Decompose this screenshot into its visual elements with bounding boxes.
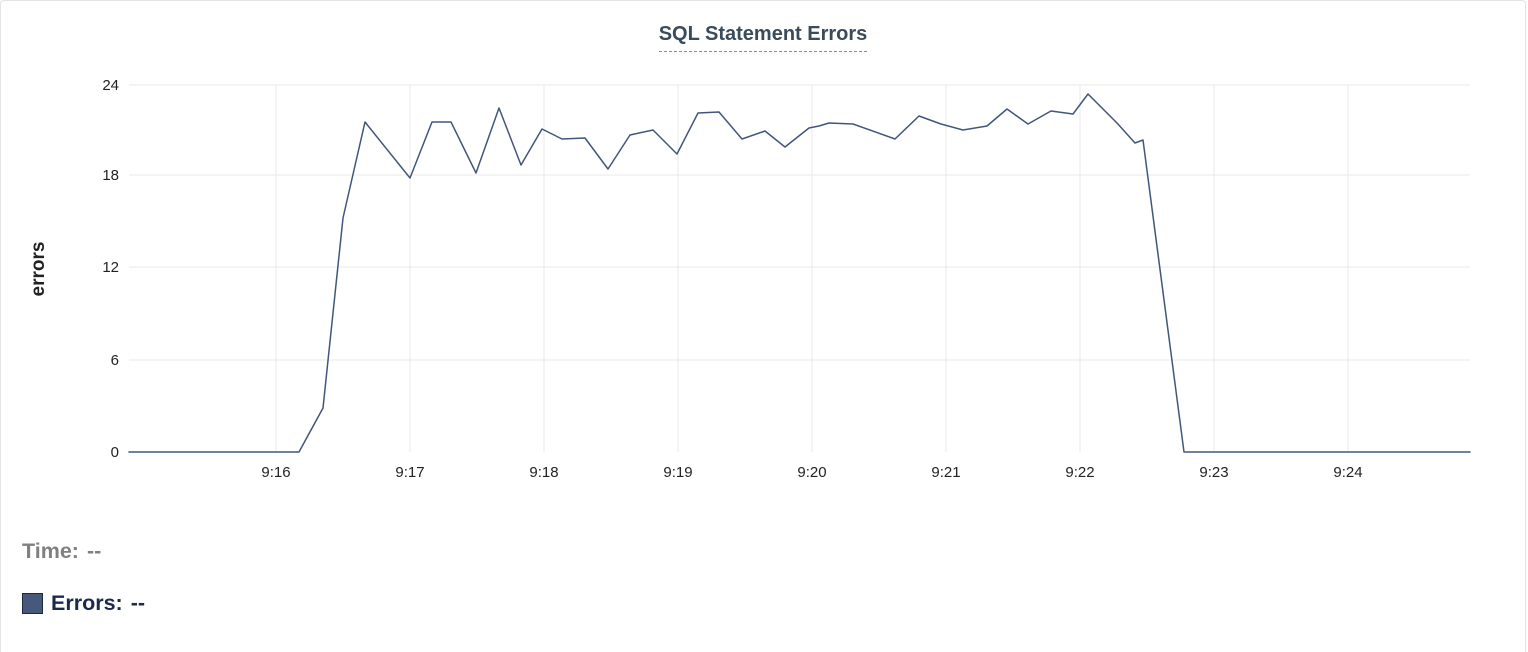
svg-text:9:21: 9:21 [931, 464, 960, 481]
svg-text:9:17: 9:17 [395, 464, 424, 481]
svg-text:12: 12 [102, 259, 119, 276]
svg-text:9:22: 9:22 [1065, 464, 1094, 481]
svg-text:9:18: 9:18 [529, 464, 558, 481]
svg-text:9:23: 9:23 [1199, 464, 1228, 481]
svg-text:18: 18 [102, 167, 119, 184]
svg-text:9:20: 9:20 [797, 464, 826, 481]
svg-text:9:24: 9:24 [1333, 464, 1362, 481]
svg-text:9:19: 9:19 [663, 464, 692, 481]
svg-text:6: 6 [111, 352, 119, 369]
svg-text:24: 24 [102, 77, 119, 94]
svg-text:0: 0 [111, 444, 119, 461]
svg-text:9:16: 9:16 [261, 464, 290, 481]
